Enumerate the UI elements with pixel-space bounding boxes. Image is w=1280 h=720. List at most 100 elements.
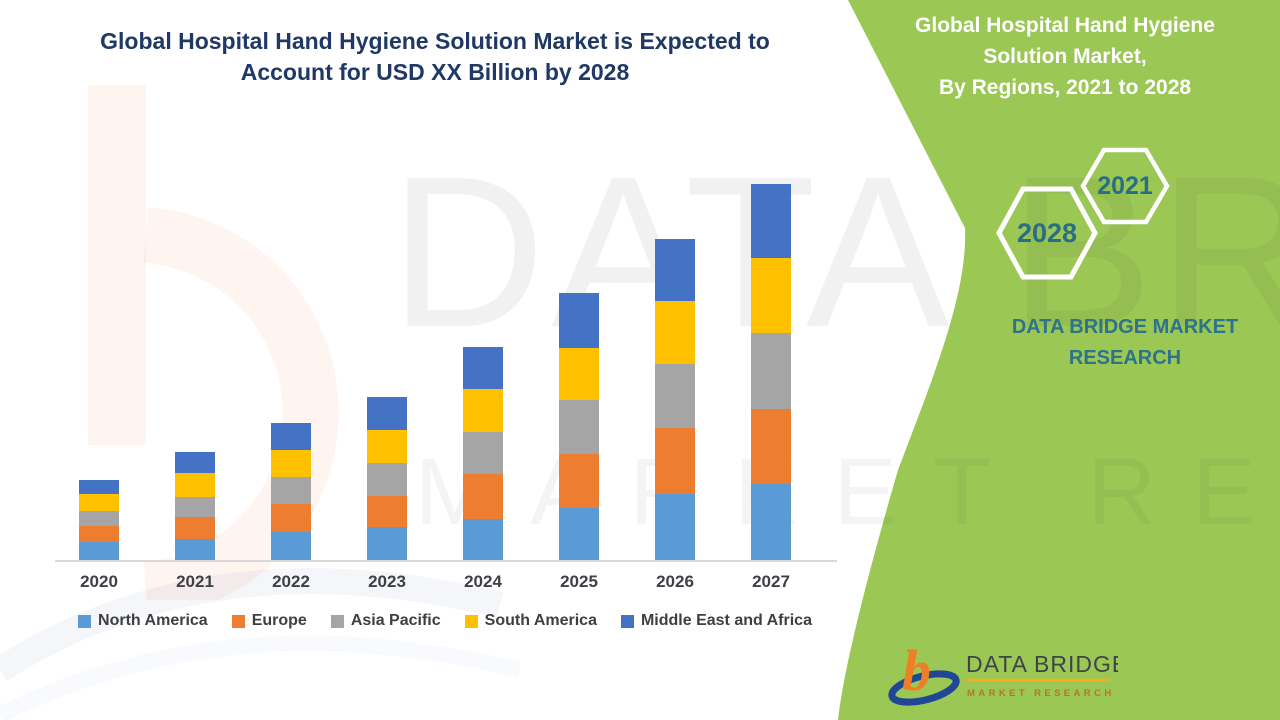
bar-2022 xyxy=(271,423,311,560)
bar-2021-segment-south-america xyxy=(175,473,215,497)
legend-label-middle-east-and-africa: Middle East and Africa xyxy=(640,612,812,629)
bar-2022-segment-south-america xyxy=(271,450,311,477)
bar-2026-segment-north-america xyxy=(655,494,695,560)
bar-2021-segment-asia-pacific xyxy=(175,497,215,517)
legend-item-north-america: North America xyxy=(78,612,208,630)
badge-year-2021: 2021 xyxy=(1097,172,1153,200)
bar-2020-segment-europe xyxy=(79,526,119,542)
legend-swatch-north-america xyxy=(78,614,92,628)
badge-year-2028: 2028 xyxy=(1017,218,1077,248)
bar-2027-segment-middle-east-and-africa xyxy=(751,184,791,258)
bar-2023-segment-middle-east-and-africa xyxy=(367,397,407,430)
x-axis-label-2026: 2026 xyxy=(656,572,694,591)
x-axis-label-2020: 2020 xyxy=(80,572,118,591)
bar-2020-segment-south-america xyxy=(79,494,119,511)
bar-2024-segment-asia-pacific xyxy=(463,432,503,474)
watermark-swoosh-arc xyxy=(0,568,504,681)
bar-2025-segment-north-america xyxy=(559,508,599,560)
bar-2025-segment-south-america xyxy=(559,348,599,400)
bar-2023-segment-south-america xyxy=(367,430,407,463)
legend-item-asia-pacific: Asia Pacific xyxy=(330,612,441,630)
bar-2025-segment-asia-pacific xyxy=(559,400,599,454)
bar-2026-segment-europe xyxy=(655,428,695,494)
side-panel-heading-line1: Global Hospital Hand Hygiene xyxy=(915,14,1215,37)
side-panel-caption-line2: RESEARCH xyxy=(1068,347,1182,369)
x-axis-label-2022: 2022 xyxy=(272,572,310,591)
chart-title-line1: Global Hospital Hand Hygiene Solution Ma… xyxy=(100,28,770,54)
bar-2023-segment-north-america xyxy=(367,527,407,560)
year-badges: 2021 2028 xyxy=(996,147,1170,280)
bar-2027 xyxy=(751,184,791,560)
bar-2024-segment-europe xyxy=(463,474,503,519)
watermark-text-databridge: DATA BRIDGE xyxy=(390,131,1280,372)
legend-item-middle-east-and-africa: Middle East and Africa xyxy=(620,612,812,630)
bar-2021-segment-north-america xyxy=(175,539,215,560)
bar-2025-segment-middle-east-and-africa xyxy=(559,293,599,348)
bar-2022-segment-europe xyxy=(271,504,311,532)
bar-2026-segment-asia-pacific xyxy=(655,364,695,428)
bar-2022-segment-asia-pacific xyxy=(271,477,311,504)
bar-2024 xyxy=(463,347,503,560)
plot-area xyxy=(55,168,837,562)
x-axis-label-2027: 2027 xyxy=(752,572,790,591)
x-axis-label-2025: 2025 xyxy=(560,572,598,591)
bar-2026-segment-south-america xyxy=(655,301,695,364)
bar-2020 xyxy=(79,480,119,560)
footer-logo: b DATA BRIDGE MARKET RESEARCH xyxy=(888,638,1118,706)
side-panel-heading-line2: Solution Market, xyxy=(983,45,1147,68)
logo-b-mark: b xyxy=(902,638,931,703)
green-side-panel-shape xyxy=(838,0,1280,720)
x-axis-label-2024: 2024 xyxy=(464,572,502,591)
bar-2023 xyxy=(367,397,407,560)
bar-2027-segment-north-america xyxy=(751,484,791,560)
x-axis-label-2021: 2021 xyxy=(176,572,214,591)
bar-2021-segment-middle-east-and-africa xyxy=(175,452,215,473)
bar-2025-segment-europe xyxy=(559,454,599,508)
bar-2023-segment-europe xyxy=(367,496,407,527)
bar-2027-segment-south-america xyxy=(751,258,791,333)
legend-item-south-america: South America xyxy=(464,612,597,630)
watermark-b-stem xyxy=(88,85,146,445)
bar-2021-segment-europe xyxy=(175,517,215,539)
legend-swatch-middle-east-and-africa xyxy=(620,614,634,628)
legend: North America Europe Asia Pacific South Ame… xyxy=(50,612,840,630)
bar-2020-segment-middle-east-and-africa xyxy=(79,480,119,494)
bar-2020-segment-north-america xyxy=(79,542,119,560)
bar-2027-segment-asia-pacific xyxy=(751,333,791,409)
bar-2020-segment-asia-pacific xyxy=(79,511,119,526)
legend-label-south-america: South America xyxy=(484,612,597,629)
x-axis: 2020 2021 2022 2023 2024 2025 2026 2027 xyxy=(55,572,837,596)
legend-swatch-south-america xyxy=(464,614,478,628)
bar-2024-segment-south-america xyxy=(463,389,503,432)
logo-swoosh xyxy=(888,670,960,706)
hexagon-badge-2021 xyxy=(1080,147,1170,225)
bar-2022-segment-middle-east-and-africa xyxy=(271,423,311,450)
bar-2022-segment-north-america xyxy=(271,532,311,560)
legend-label-north-america: North America xyxy=(98,612,208,629)
footer-logo-tagline: MARKET RESEARCH xyxy=(967,688,1115,699)
x-axis-label-2023: 2023 xyxy=(368,572,406,591)
bar-2026 xyxy=(655,239,695,560)
bar-2021 xyxy=(175,452,215,560)
hexagon-badge-2028 xyxy=(996,186,1098,280)
chart-title-line2: Account for USD XX Billion by 2028 xyxy=(240,59,630,85)
legend-swatch-europe xyxy=(231,614,245,628)
watermark-b-bowl xyxy=(143,207,339,600)
brand-b-watermark xyxy=(88,85,339,600)
bar-2024-segment-middle-east-and-africa xyxy=(463,347,503,389)
side-panel-heading-line3: By Regions, 2021 to 2028 xyxy=(938,76,1192,99)
legend-label-europe: Europe xyxy=(251,612,307,629)
legend-swatch-asia-pacific xyxy=(330,614,344,628)
side-panel-heading: Global Hospital Hand Hygiene Solution Ma… xyxy=(890,10,1240,103)
side-panel-caption: DATA BRIDGE MARKET RESEARCH xyxy=(960,312,1280,374)
bar-2024-segment-north-america xyxy=(463,519,503,560)
bar-2027-segment-europe xyxy=(751,409,791,484)
legend-label-asia-pacific: Asia Pacific xyxy=(350,612,441,629)
side-panel-caption-line1: DATA BRIDGE MARKET xyxy=(1011,316,1239,338)
bar-2026-segment-middle-east-and-africa xyxy=(655,239,695,301)
bar-2023-segment-asia-pacific xyxy=(367,463,407,496)
footer-logo-brand: DATA BRIDGE xyxy=(966,651,1118,677)
bar-2025 xyxy=(559,293,599,560)
